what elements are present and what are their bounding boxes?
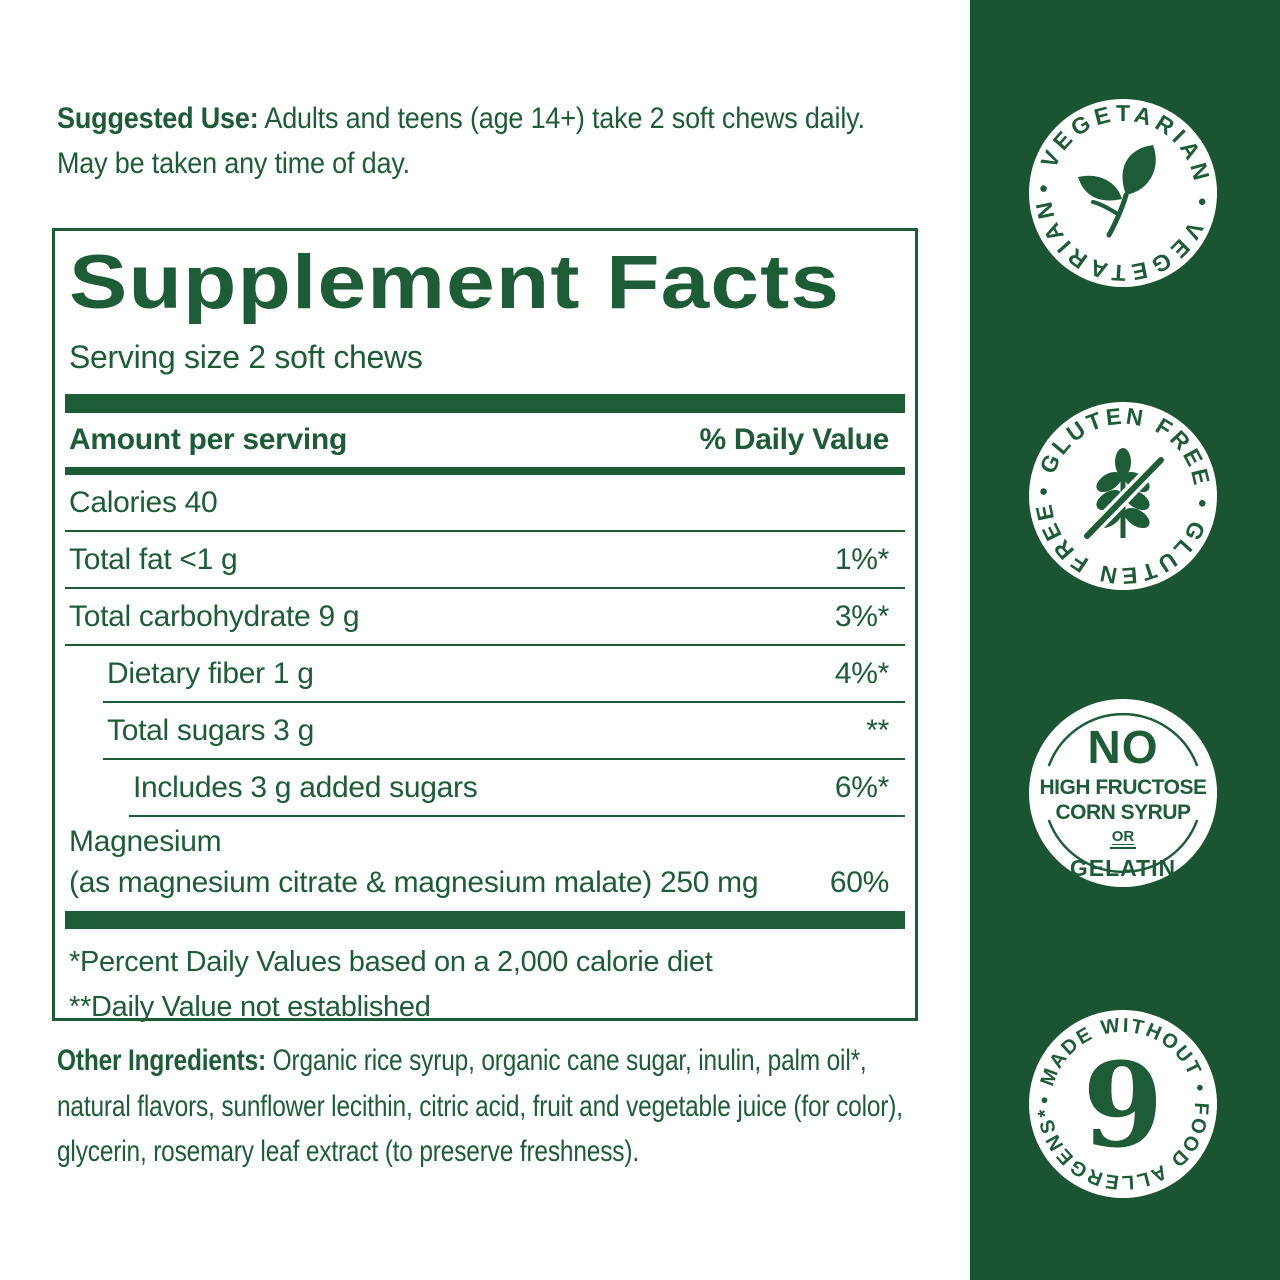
table-row-calories: Calories 40 [65, 475, 905, 530]
badge-no-hfcs-gelatin: NO HIGH FRUCTOSE CORN SYRUP OR GELATIN [1029, 699, 1217, 887]
row-name: Dietary fiber 1 g [107, 656, 314, 690]
row-name: Total sugars 3 g [107, 713, 314, 747]
table-row-magnesium: Magnesium (as magnesium citrate & magnes… [65, 822, 905, 903]
leaf-icon [1078, 145, 1156, 238]
column-header-daily-value: % Daily Value [699, 423, 889, 456]
row-value: 4%* [834, 656, 889, 690]
no-label: NO [1087, 721, 1159, 773]
separator-bar-top [65, 394, 905, 413]
wheat-slash-icon [1082, 448, 1166, 541]
svg-text:• VEGETARIAN • VEGETARIAN: • VEGETARIAN • VEGETARIAN [1030, 100, 1216, 286]
row-divider [65, 644, 905, 646]
table-row-dietary-fiber: Dietary fiber 1 g 4%* [65, 646, 905, 701]
table-row-added-sugars: Includes 3 g added sugars 6%* [65, 760, 905, 815]
row-divider [129, 815, 905, 817]
vegetarian-ring: • VEGETARIAN • VEGETARIAN [1030, 100, 1216, 286]
row-name: Total carbohydrate 9 g [69, 599, 360, 633]
supplement-facts-panel: Supplement Facts Serving size 2 soft che… [52, 228, 918, 1023]
other-ingredients: Other Ingredients: Organic rice syrup, o… [57, 1038, 919, 1175]
supplement-facts-title: Supplement Facts [69, 240, 841, 325]
allergens-ring: • MADE WITHOUT • FOOD ALLERGENS* [1034, 1015, 1211, 1194]
badge-arc-decoration [1047, 712, 1199, 874]
row-divider [65, 530, 905, 532]
suggested-use-label: Suggested Use: [57, 102, 259, 135]
magnesium-detail: (as magnesium citrate & magnesium malate… [69, 865, 759, 899]
column-header-amount: Amount per serving [69, 423, 347, 456]
gelatin-label: GELATIN [1069, 855, 1177, 882]
row-value: ** [866, 713, 889, 747]
badge-vegetarian: • VEGETARIAN • VEGETARIAN [1029, 99, 1217, 287]
high-fructose-label: HIGH FRUCTOSE [1039, 776, 1207, 799]
other-ingredients-label: Other Ingredients: [57, 1044, 266, 1077]
row-value: 1%* [834, 542, 889, 576]
row-name: Total fat <1 g [69, 542, 238, 576]
separator-bar-bottom [65, 911, 905, 929]
suggested-use-text: Adults and teens (age 14+) take 2 soft c… [57, 102, 865, 180]
row-divider [103, 758, 905, 760]
badge-gluten-free: • GLUTEN FREE • GLUTEN FREE [1029, 402, 1217, 590]
table-row-total-sugars: Total sugars 3 g ** [65, 703, 905, 758]
other-ingredients-text: Organic rice syrup, organic cane sugar, … [57, 1044, 903, 1169]
row-divider [65, 587, 905, 589]
badge-made-without-allergens: • MADE WITHOUT • FOOD ALLERGENS* 9 [1029, 1010, 1217, 1198]
table-row-total-carbohydrate: Total carbohydrate 9 g 3%* [65, 589, 905, 644]
or-label: OR [1109, 829, 1137, 850]
table-row-total-fat: Total fat <1 g 1%* [65, 532, 905, 587]
magnesium-name: Magnesium [69, 825, 222, 858]
bottom-arc [1047, 819, 1199, 874]
benefits-sidebar: • VEGETARIAN • VEGETARIAN • GLUTEN FREE … [970, 0, 1280, 1280]
corn-syrup-label: CORN SYRUP [1055, 801, 1191, 825]
magnesium-value: 60% [829, 865, 889, 899]
row-name: Includes 3 g added sugars [133, 770, 478, 804]
row-divider [103, 701, 905, 703]
allergen-count: 9 [1082, 1038, 1164, 1174]
footnote-daily-values: *Percent Daily Values based on a 2,000 c… [69, 946, 713, 978]
vegetarian-ring-text: • VEGETARIAN • VEGETARIAN [1030, 100, 1214, 286]
gluten-free-ring: • GLUTEN FREE • GLUTEN FREE [1030, 403, 1214, 590]
footnote-not-established: **Daily Value not established [69, 991, 431, 1024]
row-value: 3%* [834, 599, 889, 633]
row-value: 6%* [834, 770, 889, 804]
serving-size: Serving size 2 soft chews [69, 339, 423, 375]
top-arc [1047, 712, 1199, 767]
no-hfcs-text-stack: NO HIGH FRUCTOSE CORN SYRUP OR GELATIN [1029, 699, 1217, 887]
suggested-use: Suggested Use: Adults and teens (age 14+… [57, 96, 903, 186]
row-name: Calories 40 [69, 485, 218, 519]
table-header-row: Amount per serving % Daily Value [65, 413, 905, 467]
separator-bar-header [65, 467, 905, 475]
